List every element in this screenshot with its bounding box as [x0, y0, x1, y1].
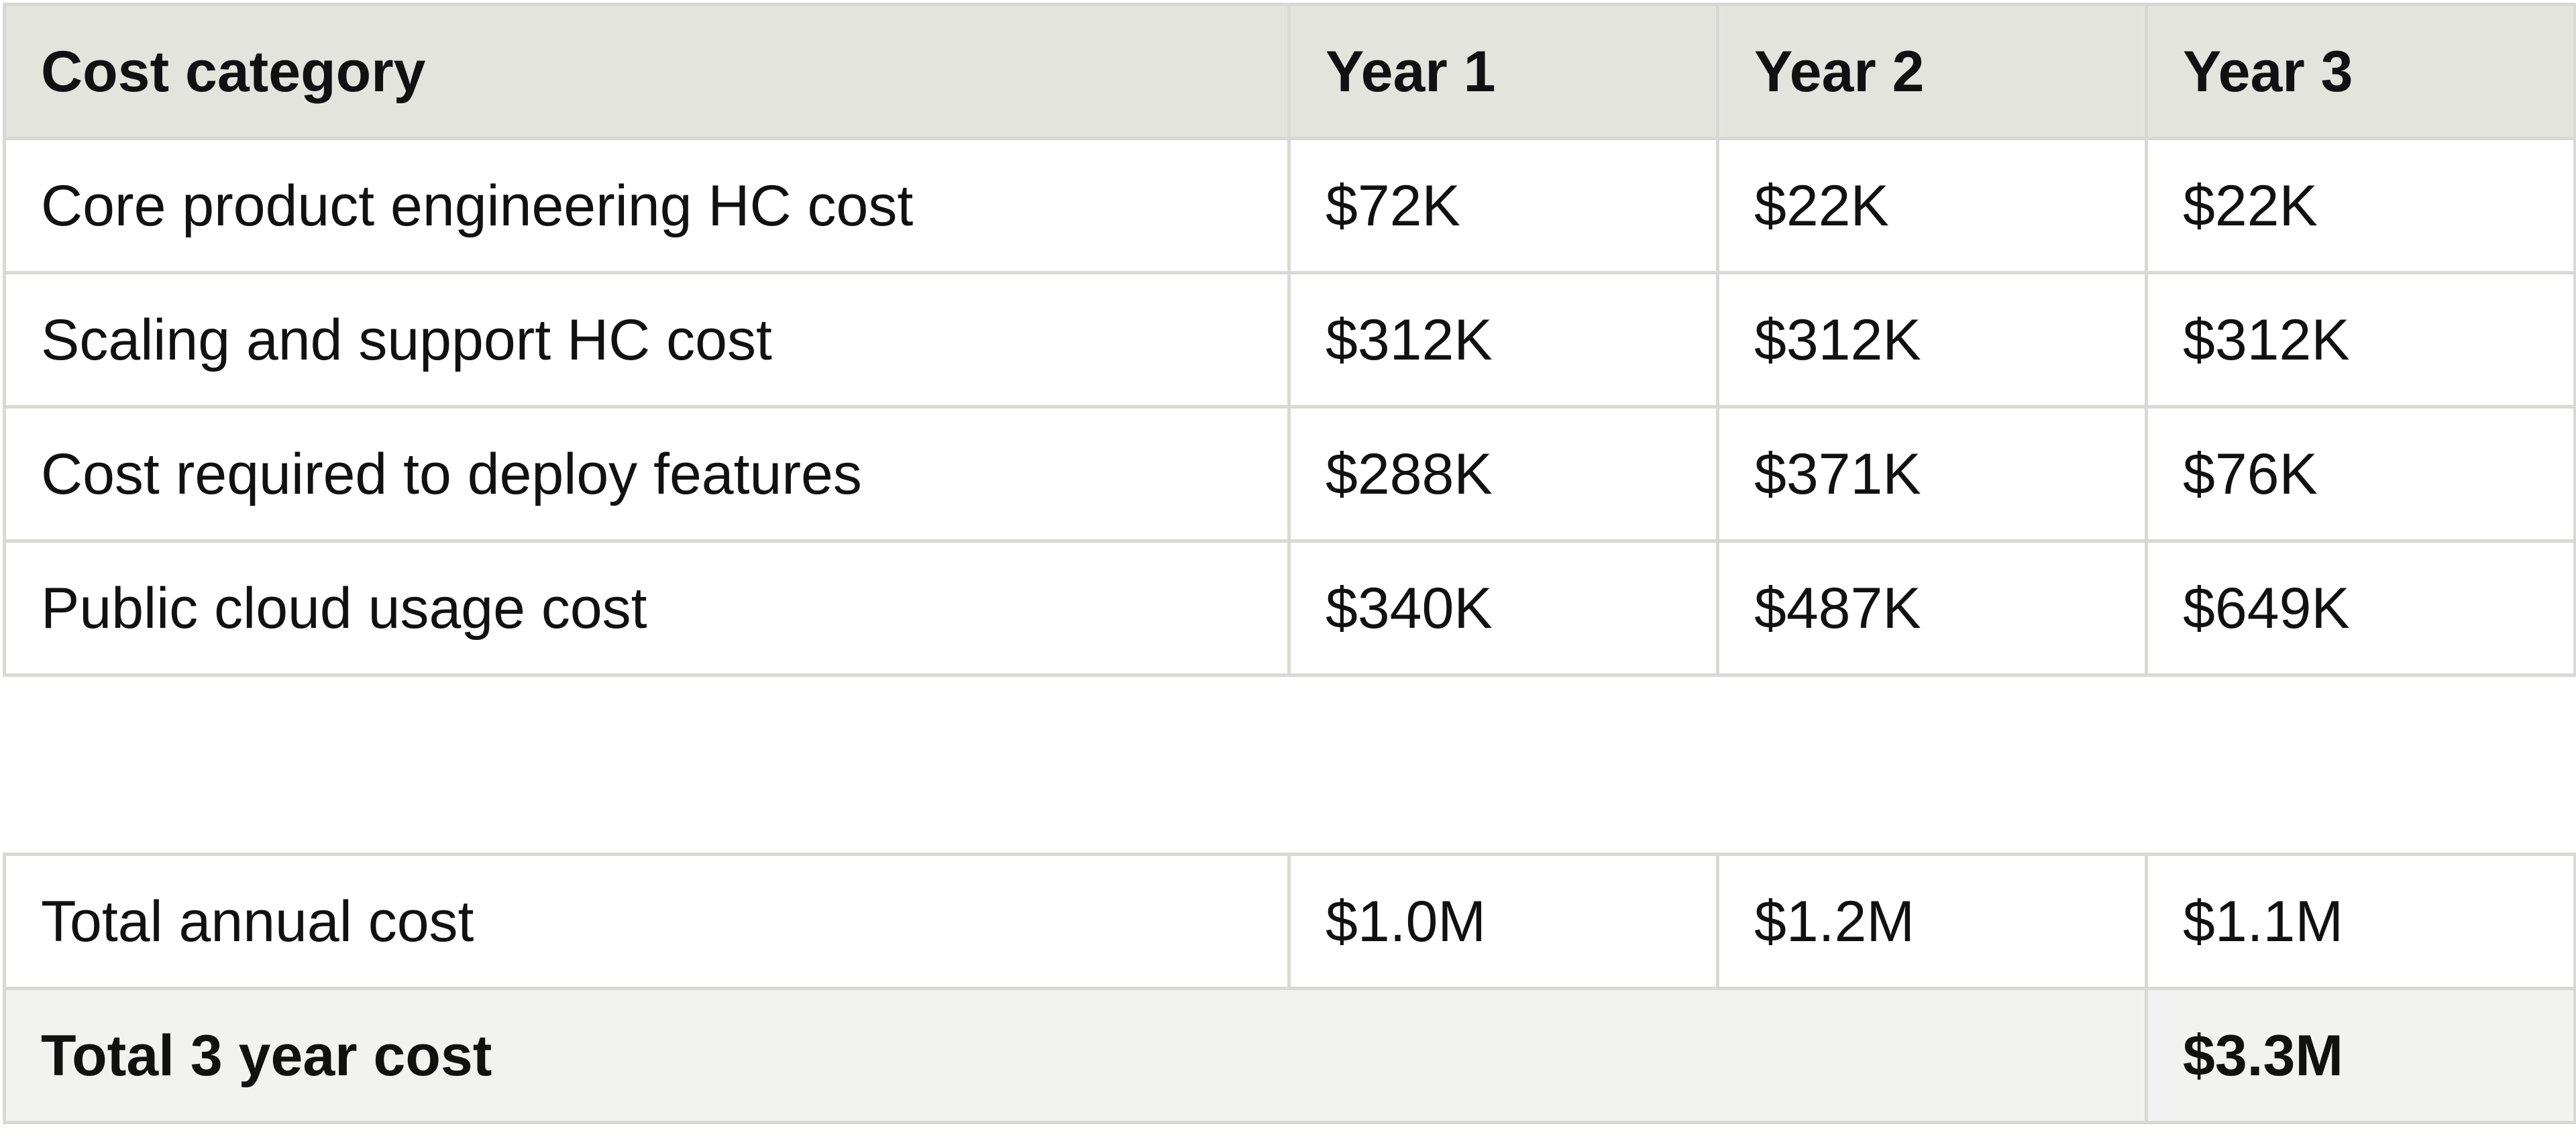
row-value-year-3: $649K	[2145, 539, 2576, 677]
total-three-year-value: $3.3M	[2145, 987, 2576, 1124]
total-annual-row: Total annual cost $1.0M $1.2M $1.1M	[3, 853, 2576, 990]
row-value-year-1: $72K	[1287, 137, 1719, 274]
row-value-year-3: $76K	[2145, 405, 2576, 543]
table-row: Cost required to deploy features $288K $…	[3, 405, 2576, 543]
row-value-year-1: $312K	[1287, 271, 1719, 409]
row-value-year-3: $22K	[2145, 137, 2576, 274]
row-value-year-1: $340K	[1287, 539, 1719, 677]
header-year-1: Year 1	[1287, 3, 1719, 140]
total-three-year-row: Total 3 year cost $3.3M	[3, 987, 2576, 1124]
total-annual-label: Total annual cost	[3, 853, 1291, 990]
row-category: Scaling and support HC cost	[3, 271, 1291, 409]
row-value-year-1: $288K	[1287, 405, 1719, 543]
header-year-2: Year 2	[1716, 3, 2148, 140]
row-value-year-2: $371K	[1716, 405, 2148, 543]
row-category: Public cloud usage cost	[3, 539, 1291, 677]
header-cost-category: Cost category	[3, 3, 1291, 140]
total-annual-year-1: $1.0M	[1287, 853, 1719, 990]
table-row: Public cloud usage cost $340K $487K $649…	[3, 539, 2576, 677]
row-value-year-2: $487K	[1716, 539, 2148, 677]
total-annual-year-2: $1.2M	[1716, 853, 2148, 990]
total-three-year-label: Total 3 year cost	[3, 987, 2148, 1124]
row-category: Cost required to deploy features	[3, 405, 1291, 543]
row-value-year-2: $312K	[1716, 271, 2148, 409]
row-value-year-2: $22K	[1716, 137, 2148, 274]
table-header-row: Cost category Year 1 Year 2 Year 3	[3, 3, 2576, 140]
table-row: Scaling and support HC cost $312K $312K …	[3, 271, 2576, 409]
row-value-year-3: $312K	[2145, 271, 2576, 409]
header-year-3: Year 3	[2145, 3, 2576, 140]
row-category: Core product engineering HC cost	[3, 137, 1291, 274]
total-annual-year-3: $1.1M	[2145, 853, 2576, 990]
totals-table: Total annual cost $1.0M $1.2M $1.1M Tota…	[3, 853, 2576, 1124]
table-row: Core product engineering HC cost $72K $2…	[3, 137, 2576, 274]
cost-table: Cost category Year 1 Year 2 Year 3 Core …	[3, 3, 2576, 677]
